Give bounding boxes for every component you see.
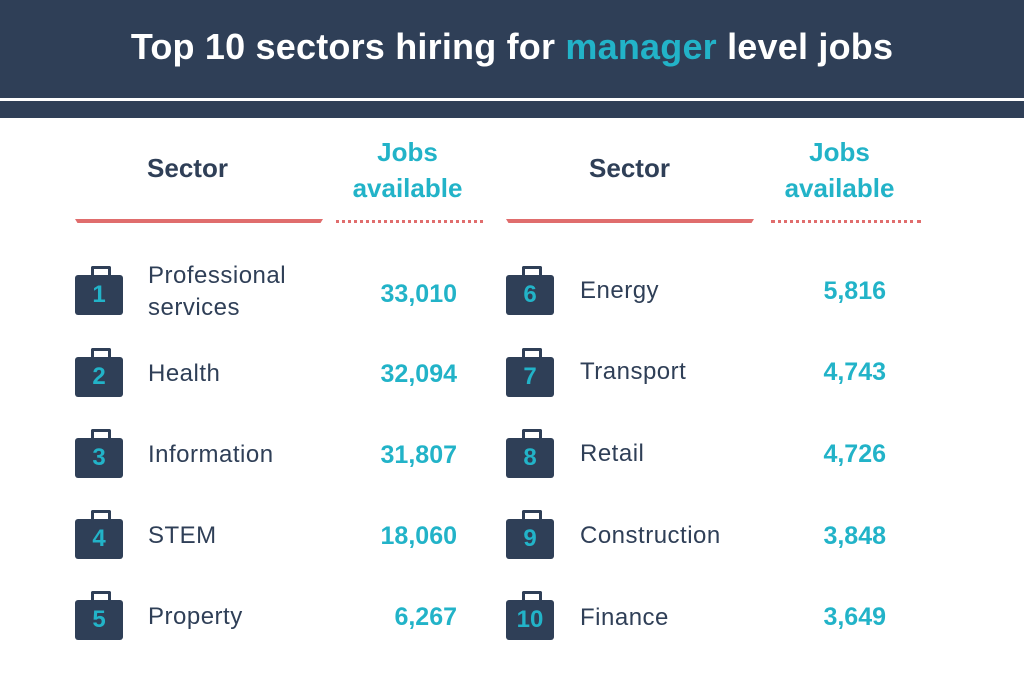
left-jobs-header-line1: Jobs — [377, 137, 438, 167]
job-count: 3,649 — [823, 603, 886, 631]
right-jobs-underline — [771, 220, 921, 223]
sector-name: Construction — [580, 522, 721, 549]
rank-number: 10 — [506, 600, 554, 640]
briefcase-icon: 2 — [75, 348, 127, 400]
job-count: 5,816 — [823, 277, 886, 305]
job-count: 3,848 — [823, 522, 886, 550]
rank-number: 5 — [75, 600, 123, 640]
rank-number: 9 — [506, 519, 554, 559]
briefcase-icon: 7 — [506, 348, 558, 400]
job-count: 4,726 — [823, 440, 886, 468]
right-sector-underline — [506, 219, 754, 223]
briefcase-icon: 4 — [75, 510, 127, 562]
briefcase-icon: 6 — [506, 266, 558, 318]
sector-name: Information — [148, 441, 274, 468]
rank-number: 2 — [75, 357, 123, 397]
sector-name: Professional services — [148, 262, 287, 321]
rank-number: 7 — [506, 357, 554, 397]
job-count: 18,060 — [380, 522, 457, 550]
right-jobs-header-line2: available — [784, 173, 895, 203]
left-jobs-header: Jobs available — [335, 134, 480, 206]
briefcase-icon: 3 — [75, 429, 127, 481]
left-sector-header: Sector — [147, 153, 228, 183]
rank-number: 6 — [506, 275, 554, 315]
job-count: 32,094 — [380, 360, 457, 388]
job-count: 33,010 — [380, 280, 457, 308]
title-banner: Top 10 sectors hiring for manager level … — [0, 0, 1024, 118]
left-jobs-header-line2: available — [352, 173, 463, 203]
sector-name: Energy — [580, 277, 660, 304]
right-jobs-header-line1: Jobs — [809, 137, 870, 167]
header-divider — [0, 98, 1024, 101]
right-sector-header: Sector — [589, 153, 670, 183]
page-title: Top 10 sectors hiring for manager level … — [0, 26, 1024, 68]
left-sector-underline — [75, 219, 323, 223]
briefcase-icon: 9 — [506, 510, 558, 562]
sector-name: Health — [148, 360, 221, 387]
sector-name: Transport — [580, 358, 687, 385]
briefcase-icon: 5 — [75, 591, 127, 643]
job-count: 31,807 — [380, 441, 457, 469]
sector-name: Property — [148, 603, 243, 630]
rank-number: 8 — [506, 438, 554, 478]
left-jobs-underline — [336, 220, 483, 223]
title-text-before: Top 10 sectors hiring for — [130, 26, 566, 67]
sector-name: Retail — [580, 440, 645, 467]
title-text-after: level jobs — [716, 26, 894, 67]
rank-number: 3 — [75, 438, 123, 478]
rank-number: 4 — [75, 519, 123, 559]
briefcase-icon: 8 — [506, 429, 558, 481]
right-jobs-header: Jobs available — [767, 134, 912, 206]
title-highlight: manager — [565, 26, 717, 67]
briefcase-icon: 1 — [75, 266, 127, 318]
briefcase-icon: 10 — [506, 591, 558, 643]
job-count: 4,743 — [823, 358, 886, 386]
job-count: 6,267 — [394, 603, 457, 631]
rank-number: 1 — [75, 275, 123, 315]
sector-name: Finance — [580, 604, 669, 631]
sector-name: STEM — [148, 522, 217, 549]
